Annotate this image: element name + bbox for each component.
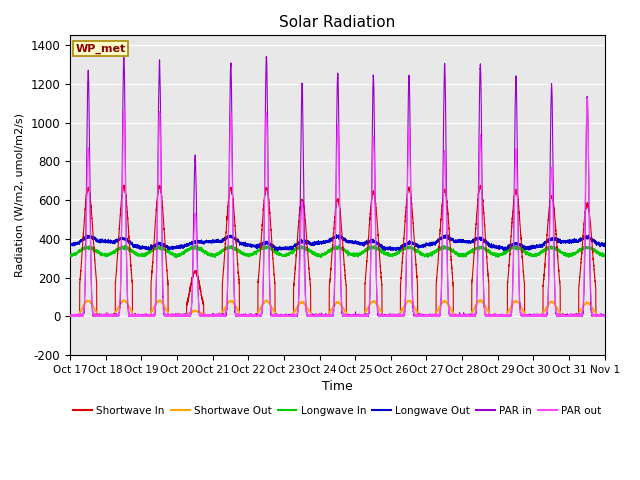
Legend: Shortwave In, Shortwave Out, Longwave In, Longwave Out, PAR in, PAR out: Shortwave In, Shortwave Out, Longwave In… <box>69 402 605 420</box>
PAR in <box>319 313 327 319</box>
Longwave Out <box>572 238 580 244</box>
Longwave Out <box>274 248 282 253</box>
Shortwave In <box>120 182 127 188</box>
Longwave In <box>66 253 74 259</box>
Line: Longwave In: Longwave In <box>70 245 605 258</box>
Longwave In <box>572 250 580 256</box>
PAR out <box>457 313 465 319</box>
PAR out <box>572 313 579 319</box>
Longwave Out <box>319 239 327 244</box>
Shortwave Out <box>248 313 255 319</box>
Longwave Out <box>601 241 609 247</box>
Shortwave In <box>579 241 586 247</box>
Longwave In <box>579 247 586 252</box>
Shortwave Out <box>579 305 586 311</box>
PAR in <box>572 311 579 316</box>
Shortwave In <box>601 313 609 319</box>
Line: Longwave Out: Longwave Out <box>70 235 605 251</box>
Shortwave In <box>66 313 74 319</box>
Longwave Out <box>66 242 74 248</box>
Shortwave Out <box>67 313 74 319</box>
Shortwave Out <box>472 302 480 308</box>
PAR out <box>601 313 609 319</box>
Shortwave In <box>67 313 74 319</box>
Longwave In <box>172 255 180 261</box>
Longwave Out <box>332 232 340 238</box>
Longwave In <box>457 253 465 259</box>
Text: WP_met: WP_met <box>76 43 125 54</box>
PAR in <box>601 313 609 319</box>
Shortwave Out <box>476 297 484 303</box>
Shortwave Out <box>319 313 327 319</box>
PAR in <box>262 54 270 60</box>
Longwave In <box>402 242 410 248</box>
Shortwave Out <box>66 313 74 319</box>
PAR out <box>248 313 255 319</box>
PAR out <box>584 95 591 101</box>
PAR in <box>457 313 465 319</box>
Longwave Out <box>248 242 255 248</box>
PAR out <box>67 313 74 319</box>
PAR out <box>66 313 74 319</box>
Line: Shortwave In: Shortwave In <box>70 185 605 316</box>
PAR in <box>248 313 255 319</box>
Shortwave In <box>248 313 256 319</box>
Longwave Out <box>579 235 586 241</box>
Shortwave Out <box>572 313 580 319</box>
Y-axis label: Radiation (W/m2, umol/m2/s): Radiation (W/m2, umol/m2/s) <box>15 113 25 277</box>
PAR in <box>472 309 480 315</box>
Line: PAR out: PAR out <box>70 98 605 316</box>
Line: PAR in: PAR in <box>70 57 605 316</box>
PAR in <box>66 313 74 319</box>
Shortwave In <box>319 313 327 319</box>
Shortwave In <box>472 222 480 228</box>
PAR out <box>472 307 480 312</box>
PAR out <box>319 313 327 319</box>
Title: Solar Radiation: Solar Radiation <box>279 15 396 30</box>
PAR in <box>579 312 586 318</box>
Longwave In <box>319 252 327 258</box>
X-axis label: Time: Time <box>322 380 353 393</box>
Shortwave Out <box>601 313 609 319</box>
Longwave Out <box>457 237 465 243</box>
Shortwave In <box>457 312 465 318</box>
Shortwave In <box>572 313 580 319</box>
Longwave Out <box>472 236 480 241</box>
Longwave In <box>248 251 255 257</box>
Line: Shortwave Out: Shortwave Out <box>70 300 605 316</box>
Longwave In <box>472 245 480 251</box>
Shortwave Out <box>457 313 465 319</box>
Longwave In <box>601 253 609 259</box>
PAR out <box>579 309 586 315</box>
